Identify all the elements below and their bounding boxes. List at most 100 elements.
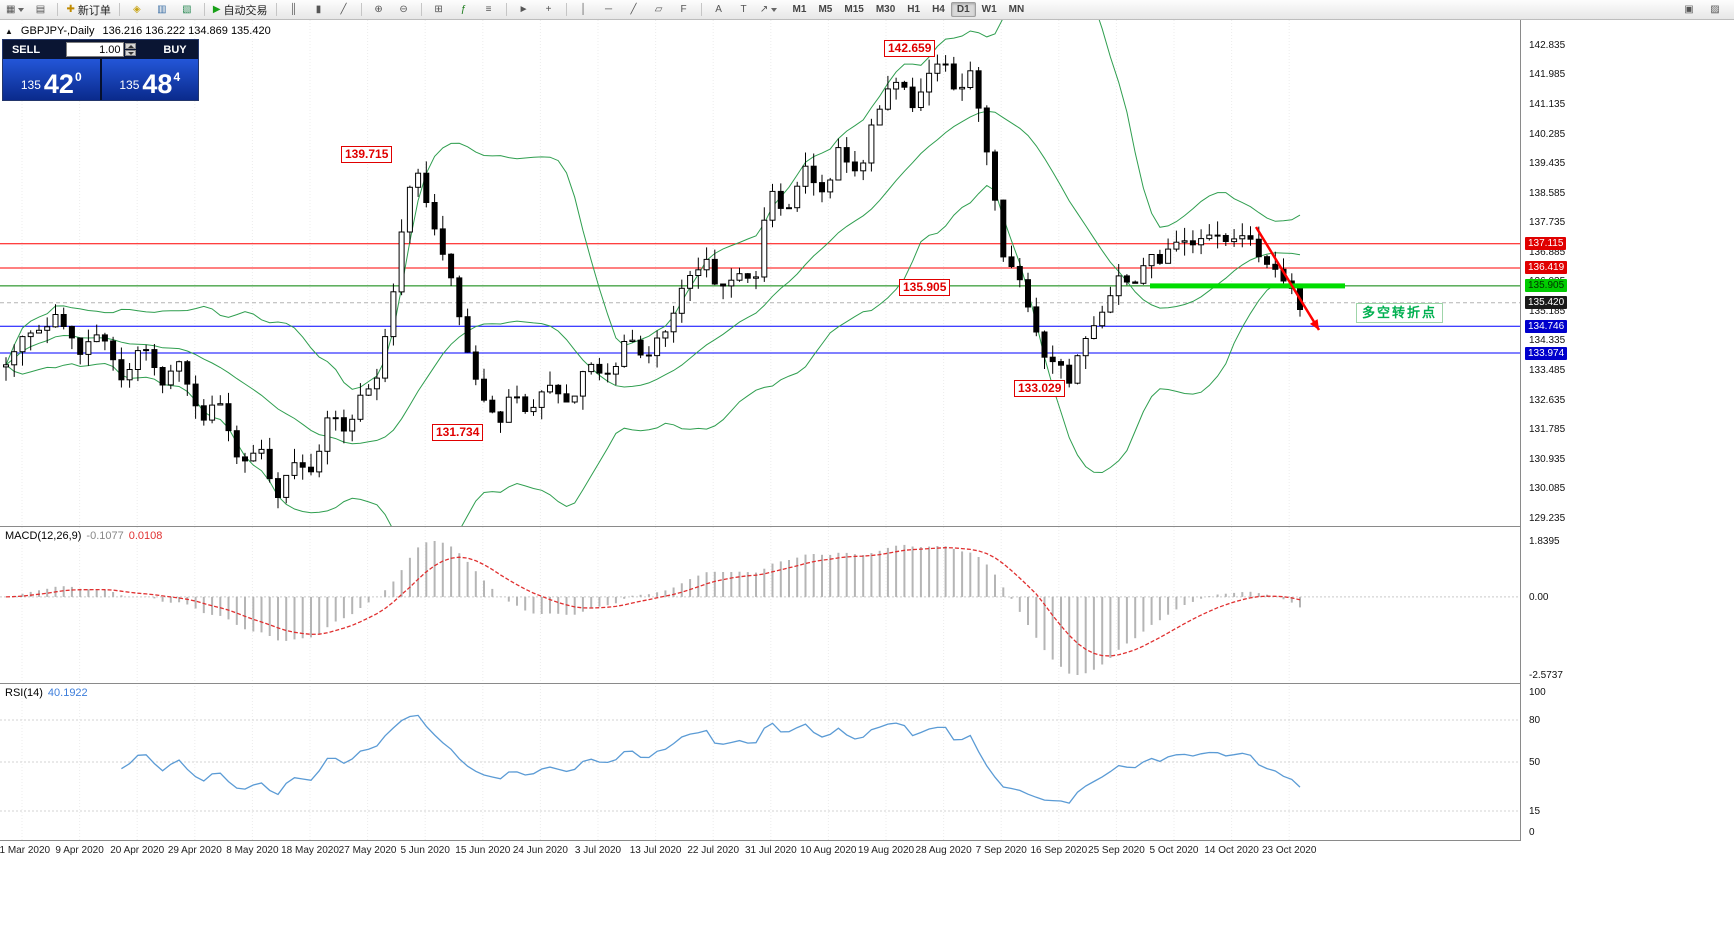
sell-button[interactable]: 135 42 0 bbox=[3, 59, 102, 100]
zoom-in-icon[interactable]: ⊕ bbox=[367, 1, 391, 19]
sell-price-sup: 0 bbox=[74, 70, 82, 84]
one-click-toggle-icon[interactable]: ▲ bbox=[5, 26, 13, 36]
date-label: 7 Sep 2020 bbox=[975, 845, 1027, 856]
text-icon-glyph: A bbox=[715, 4, 722, 15]
macd-label: MACD(12,26,9) -0.1077 0.0108 bbox=[5, 530, 163, 542]
toolbar-left: ▦ ▤ ✚ 新订单 ◈ ▥ ▧ ▶ 自动交易 ║ ▮ ╱ ⊕ ⊖ ⊞ ƒ ≡ ► + │ ─ ╱ ▱ F A T ↗ bbox=[3, 1, 781, 19]
date-label: 5 Jun 2020 bbox=[400, 845, 450, 856]
timeframe-h4[interactable]: H4 bbox=[932, 4, 945, 15]
zoom-out-icon-glyph: ⊖ bbox=[399, 4, 408, 15]
objects-icon[interactable]: ≡ bbox=[477, 1, 501, 19]
buy-price-sup: 4 bbox=[173, 70, 181, 84]
text-icon[interactable]: A bbox=[707, 1, 731, 19]
print-icon[interactable]: ▨ bbox=[1710, 4, 1720, 15]
candlestick-chart-icon[interactable]: ▮ bbox=[307, 1, 331, 19]
date-label: 22 Jul 2020 bbox=[687, 845, 740, 856]
axis-price-tag: 133.974 bbox=[1525, 346, 1568, 360]
timeframe-m15[interactable]: M15 bbox=[844, 4, 864, 15]
timeframe-d1[interactable]: D1 bbox=[950, 2, 976, 17]
rsi-label: RSI(14) 40.1922 bbox=[5, 687, 88, 699]
price-axis-tick: 140.285 bbox=[1529, 128, 1566, 140]
timeframe-h1[interactable]: H1 bbox=[907, 4, 921, 15]
crosshair-icon[interactable]: + bbox=[537, 1, 561, 19]
new-order-button[interactable]: ✚ 新订单 bbox=[63, 1, 113, 19]
tile-windows-icon[interactable]: ⊞ bbox=[427, 1, 451, 19]
toolbar-separator bbox=[700, 3, 702, 16]
indicators-icon[interactable]: ƒ bbox=[452, 1, 476, 19]
turning-point-annotation[interactable]: 多空转折点 bbox=[1356, 303, 1444, 323]
price-axis-tick: 131.785 bbox=[1529, 424, 1566, 436]
volume-increase-button[interactable] bbox=[124, 43, 136, 49]
candlestick-chart-icon-glyph: ▮ bbox=[315, 4, 322, 15]
docking-icon[interactable]: ▣ bbox=[1684, 4, 1694, 15]
date-label: 25 Sep 2020 bbox=[1088, 845, 1145, 856]
line-chart-icon[interactable]: ╱ bbox=[332, 1, 356, 19]
timeframe-mn[interactable]: MN bbox=[1008, 4, 1025, 15]
sell-price-big: 42 bbox=[43, 69, 74, 100]
profiles-icon-glyph: ▤ bbox=[35, 4, 46, 15]
terminal-icon[interactable]: ▥ bbox=[150, 1, 174, 19]
price-callout[interactable]: 133.029 bbox=[1014, 380, 1066, 397]
autotrade-button[interactable]: ▶ 自动交易 bbox=[210, 1, 271, 19]
timeframe-m1[interactable]: M1 bbox=[792, 4, 807, 15]
timeframe-w1[interactable]: W1 bbox=[981, 4, 997, 15]
price-axis-tick: 133.485 bbox=[1529, 365, 1566, 377]
fibonacci-icon-glyph: F bbox=[680, 4, 687, 15]
price-callout[interactable]: 142.659 bbox=[884, 40, 936, 57]
price-axis-tick: 138.585 bbox=[1529, 187, 1566, 199]
price-callout[interactable]: 135.905 bbox=[899, 279, 951, 296]
date-label: 13 Jul 2020 bbox=[629, 845, 682, 856]
tile-windows-icon-glyph: ⊞ bbox=[434, 4, 443, 15]
buy-button[interactable]: 135 48 4 bbox=[101, 59, 198, 100]
timeframe-m30[interactable]: M30 bbox=[875, 4, 896, 15]
strategy-tester-icon[interactable]: ▧ bbox=[175, 1, 199, 19]
volume-input[interactable] bbox=[65, 42, 124, 57]
timeframe-m5[interactable]: M5 bbox=[818, 4, 833, 15]
price-axis-tick: 130.935 bbox=[1529, 453, 1566, 465]
date-label: 28 Aug 2020 bbox=[915, 845, 972, 856]
horizontal-line-icon[interactable]: ─ bbox=[597, 1, 621, 19]
date-label: 20 Apr 2020 bbox=[110, 845, 165, 856]
price-axis[interactable]: 142.835 141.985 141.135 140.285 139.435 138.5… bbox=[1522, 20, 1602, 860]
price-callout[interactable]: 131.734 bbox=[432, 424, 484, 441]
arrows-icon-glyph: ↗ bbox=[759, 4, 769, 15]
symbol-period-label: GBPJPY-,Daily bbox=[20, 25, 95, 37]
toolbar-separator bbox=[565, 3, 567, 16]
text-label-icon[interactable]: T bbox=[732, 1, 756, 19]
toolbar-separator bbox=[118, 3, 120, 16]
cursor-icon[interactable]: ► bbox=[512, 1, 536, 19]
toolbar-separator bbox=[360, 3, 362, 16]
chart-canvas[interactable] bbox=[0, 20, 1522, 842]
profiles-icon[interactable]: ▤ bbox=[28, 1, 52, 19]
channel-icon[interactable]: ▱ bbox=[647, 1, 671, 19]
zoom-out-icon[interactable]: ⊖ bbox=[392, 1, 416, 19]
cursor-icon-glyph: ► bbox=[518, 4, 529, 15]
price-callout[interactable]: 139.715 bbox=[341, 146, 393, 163]
volume-decrease-button[interactable] bbox=[124, 50, 136, 56]
price-axis-tick: 141.985 bbox=[1529, 69, 1566, 81]
date-label: 15 Jun 2020 bbox=[455, 845, 511, 856]
arrows-icon[interactable]: ↗ bbox=[757, 1, 781, 19]
fibonacci-icon[interactable]: F bbox=[672, 1, 696, 19]
vertical-line-icon[interactable]: │ bbox=[572, 1, 596, 19]
new-chart-icon-caret-icon bbox=[18, 7, 25, 12]
trendline-icon[interactable]: ╱ bbox=[622, 1, 646, 19]
bar-chart-icon-glyph: ║ bbox=[290, 4, 298, 15]
price-axis-tick: 141.135 bbox=[1529, 98, 1566, 110]
axis-price-tag: 136.419 bbox=[1525, 261, 1568, 275]
new-chart-icon[interactable]: ▦ bbox=[3, 1, 27, 19]
axis-price-tag: 134.746 bbox=[1525, 319, 1568, 333]
navigator-icon-glyph: ◈ bbox=[132, 4, 141, 15]
one-click-trading-panel: SELL BUY 135 42 0 135 48 4 bbox=[2, 39, 199, 101]
navigator-icon[interactable]: ◈ bbox=[125, 1, 149, 19]
macd-axis-tick: -2.5737 bbox=[1529, 670, 1563, 681]
arrows-icon-caret-icon bbox=[771, 7, 778, 12]
sell-price-prefix: 135 bbox=[20, 78, 41, 92]
top-toolbar: ▦ ▤ ✚ 新订单 ◈ ▥ ▧ ▶ 自动交易 ║ ▮ ╱ ⊕ ⊖ ⊞ ƒ ≡ ► + │ ─ ╱ ▱ F A T ↗ M1 M5 M15… bbox=[0, 0, 1734, 20]
buy-price-big: 48 bbox=[142, 69, 173, 100]
axis-price-tag: 135.420 bbox=[1525, 296, 1568, 310]
bar-chart-icon[interactable]: ║ bbox=[282, 1, 306, 19]
date-label: 31 Mar 2020 bbox=[0, 845, 51, 856]
sell-label: SELL bbox=[11, 43, 41, 56]
